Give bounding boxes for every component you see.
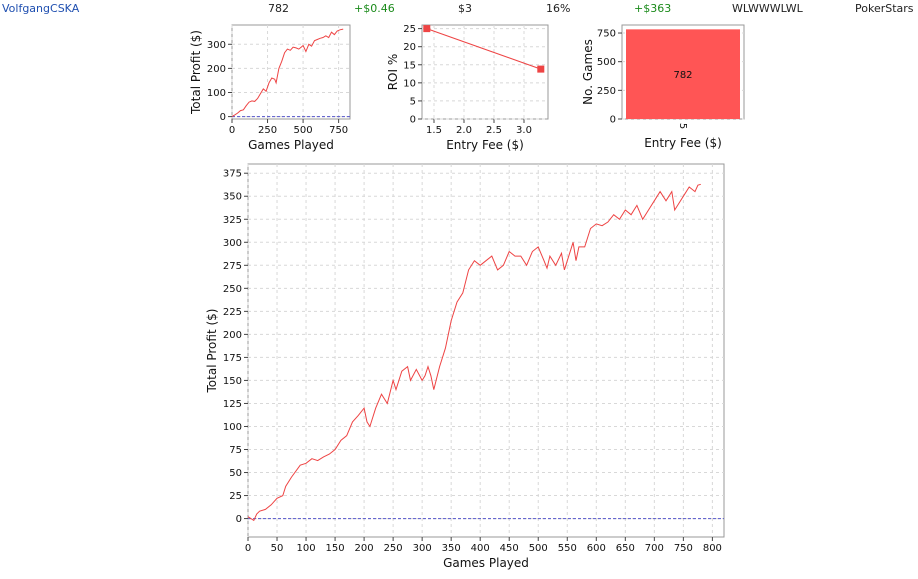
main_profit-ytick-label: 350 xyxy=(223,192,242,203)
mini_profit-ytick-label: 200 xyxy=(207,64,226,75)
main_profit-ytick-label: 125 xyxy=(223,399,242,410)
roi-value: 16% xyxy=(546,2,571,15)
mini_profit-plot-area xyxy=(231,24,351,120)
main_profit-ytick-label: 250 xyxy=(223,284,242,295)
site-name: PokerStars xyxy=(855,2,914,15)
roi_by_fee-plot-area xyxy=(421,24,549,120)
main_profit-ytick-label: 300 xyxy=(223,238,242,249)
main_profit-xtick-label: 400 xyxy=(471,543,490,554)
main_profit-xtick-label: 350 xyxy=(442,543,461,554)
main_profit-ytick-label: 0 xyxy=(236,514,242,525)
main_profit-xtick-label: 800 xyxy=(703,543,722,554)
main_profit-ytick-label: 325 xyxy=(223,215,242,226)
roi_by_fee-xtick-label: 2.0 xyxy=(456,125,472,136)
mini_profit-y-axis-label: Total Profit ($) xyxy=(189,30,203,115)
main_profit-x-axis-label: Games Played xyxy=(443,556,529,570)
main_profit-ytick-label: 100 xyxy=(223,422,242,433)
games_by_fee-y-axis-label: No. Games xyxy=(581,39,595,105)
roi_by_fee-series-line xyxy=(426,28,541,70)
roi_by_fee-ytick-label: 10 xyxy=(403,78,416,89)
main_profit-ytick-label: 150 xyxy=(223,376,242,387)
main_profit-ytick-label: 375 xyxy=(223,169,242,180)
games_by_fee-x-axis-label: Entry Fee ($) xyxy=(644,136,722,150)
roi_by_fee-point xyxy=(537,65,545,73)
main_profit-xtick-label: 750 xyxy=(674,543,693,554)
mini_profit-ytick-label: 300 xyxy=(207,40,226,51)
mini_profit-ytick-label: 100 xyxy=(207,88,226,99)
roi_by_fee-y-axis-label: ROI % xyxy=(386,54,400,91)
roi_by_fee-ytick-label: 5 xyxy=(410,96,416,107)
roi_by_fee-xtick-label: 2.5 xyxy=(486,125,502,136)
avg-buyin: $3 xyxy=(458,2,472,15)
roi_by_fee-ytick-label: 25 xyxy=(403,24,416,35)
main_profit-ytick-label: 175 xyxy=(223,353,242,364)
games_by_fee-bar-data-label: 782 xyxy=(673,70,692,81)
roi_by_fee-xtick-label: 3.0 xyxy=(516,125,532,136)
main_profit-xtick-label: 250 xyxy=(384,543,403,554)
main_profit-ytick-label: 275 xyxy=(223,261,242,272)
main_profit-xtick-label: 0 xyxy=(245,543,251,554)
games_by_fee-chart: 0 250 500 750 782 5 Entry Fee ($) No. Games xyxy=(581,24,745,150)
main_profit-ytick-label: 25 xyxy=(229,491,242,502)
main_profit-xtick-label: 550 xyxy=(558,543,577,554)
main_profit-plot-area xyxy=(247,163,725,538)
main_profit-chart: 0 50 100 150 200 250 300 350 400 450 500 550 600 650 7… xyxy=(205,163,725,570)
avg-profit: +$0.46 xyxy=(354,2,395,15)
main_profit-xtick-label: 50 xyxy=(271,543,284,554)
main_profit-ytick-label: 225 xyxy=(223,307,242,318)
roi_by_fee-x-axis-label: Entry Fee ($) xyxy=(446,138,524,152)
main_profit-ytick-label: 200 xyxy=(223,330,242,341)
main_profit-ytick-label: 50 xyxy=(229,468,242,479)
mini_profit-xtick-label: 0 xyxy=(229,125,235,136)
roi_by_fee-ytick-label: 20 xyxy=(403,42,416,53)
roi_by_fee-ytick-label: 15 xyxy=(403,60,416,71)
total-profit: +$363 xyxy=(634,2,672,15)
main_profit-xtick-label: 100 xyxy=(297,543,316,554)
main_profit-xtick-label: 650 xyxy=(616,543,635,554)
main_profit-xtick-label: 300 xyxy=(413,543,432,554)
main_profit-y-axis-label: Total Profit ($) xyxy=(205,309,219,394)
mini_profit-chart: 0 250 500 750 0 100 200 300 Games Played Total Pr… xyxy=(189,24,351,152)
mini_profit-xtick-label: 500 xyxy=(294,125,313,136)
main_profit-xtick-label: 150 xyxy=(326,543,345,554)
games_by_fee-ytick-label: 500 xyxy=(597,57,616,68)
mini_profit-x-axis-label: Games Played xyxy=(248,138,334,152)
games_by_fee-ytick-label: 750 xyxy=(597,29,616,40)
main_profit-xtick-label: 450 xyxy=(500,543,519,554)
mini_profit-ytick-label: 0 xyxy=(220,112,226,123)
streak: WLWWWLWL xyxy=(732,2,803,15)
games_by_fee-bar xyxy=(626,29,740,120)
main_profit-xtick-label: 700 xyxy=(645,543,664,554)
main_profit-xtick-label: 200 xyxy=(355,543,374,554)
main_profit-ytick-label: 75 xyxy=(229,445,242,456)
player-name-link[interactable]: VolfgangCSKA xyxy=(2,2,80,15)
summary-row: VolfgangCSKA 782 +$0.46 $3 16% +$363 WLW… xyxy=(0,0,918,18)
roi_by_fee-xtick-label: 1.5 xyxy=(426,125,442,136)
games_by_fee-ytick-label: 0 xyxy=(610,115,616,126)
games-count: 782 xyxy=(268,2,289,15)
main_profit-xtick-label: 500 xyxy=(529,543,548,554)
games_by_fee-ytick-label: 250 xyxy=(597,86,616,97)
main_profit-series-line xyxy=(247,183,701,522)
roi_by_fee-point xyxy=(423,25,431,33)
roi_by_fee-chart: 1.5 2.0 2.5 3.0 0 5 10 15 20 25 Entry Fee ($) ROI % xyxy=(386,24,549,152)
main_profit-xtick-label: 600 xyxy=(587,543,606,554)
mini_profit-xtick-label: 750 xyxy=(329,125,348,136)
mini_profit-series-line xyxy=(231,28,344,118)
roi_by_fee-ytick-label: 0 xyxy=(410,115,416,126)
mini_profit-xtick-label: 250 xyxy=(258,125,277,136)
games_by_fee-xtick-label: 5 xyxy=(677,123,688,129)
